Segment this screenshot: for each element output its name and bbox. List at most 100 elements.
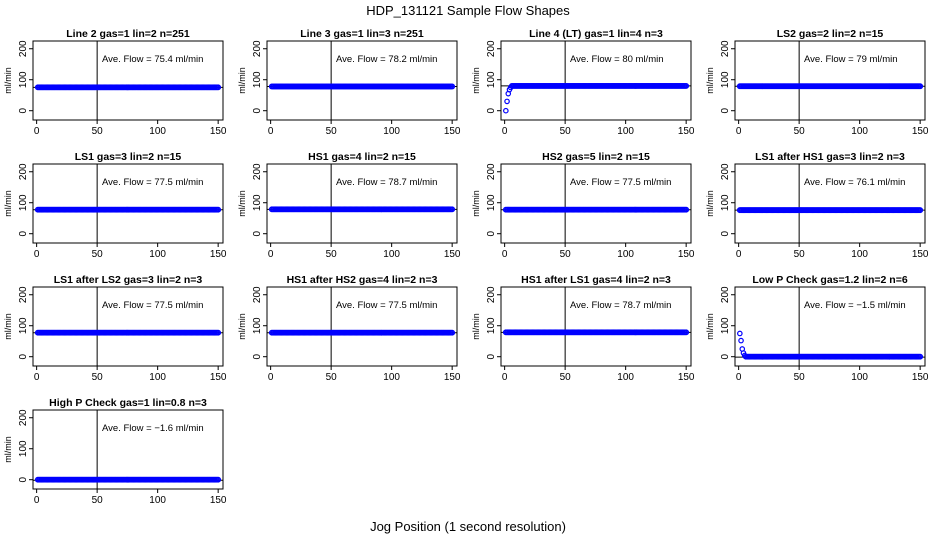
y-tick-label: 200 bbox=[18, 163, 29, 180]
panel-title: High P Check gas=1 lin=0.8 n=3 bbox=[49, 397, 207, 409]
x-tick-label: 50 bbox=[560, 249, 572, 260]
x-tick-label: 0 bbox=[268, 249, 274, 260]
panel-title: LS1 after LS2 gas=3 lin=2 n=3 bbox=[54, 274, 203, 286]
x-tick-label: 0 bbox=[34, 249, 40, 260]
y-tick-label: 0 bbox=[18, 353, 29, 359]
x-tick-label: 150 bbox=[444, 372, 461, 383]
x-tick-label: 0 bbox=[736, 372, 742, 383]
panel-title: LS1 gas=3 lin=2 n=15 bbox=[75, 151, 182, 163]
panel-title: HS1 after HS2 gas=4 lin=2 n=3 bbox=[287, 274, 438, 286]
x-tick-label: 100 bbox=[149, 126, 166, 137]
y-tick-label: 0 bbox=[252, 107, 263, 113]
panel-2: Line 3 gas=1 lin=3 n=251 0 50 100 150 0 100 200… bbox=[237, 28, 461, 137]
x-tick-label: 0 bbox=[736, 249, 742, 260]
data-point bbox=[738, 337, 744, 344]
panel-9: LS1 after LS2 gas=3 lin=2 n=3 0 50 100 150 0 1… bbox=[3, 274, 227, 383]
x-tick-label: 50 bbox=[794, 372, 806, 383]
panel-title: LS2 gas=2 lin=2 n=15 bbox=[777, 28, 884, 40]
plot-frame bbox=[500, 40, 692, 121]
y-tick-label: 0 bbox=[486, 230, 497, 236]
x-tick-label: 50 bbox=[560, 126, 572, 137]
panel-1: Line 2 gas=1 lin=2 n=251 0 50 100 150 0 100 200… bbox=[3, 28, 227, 137]
y-tick-label: 0 bbox=[252, 353, 263, 359]
panel-title: HS1 after LS1 gas=4 lin=2 n=3 bbox=[521, 274, 671, 286]
plot-frame bbox=[266, 40, 458, 121]
data-point bbox=[917, 207, 924, 214]
data-point bbox=[215, 329, 222, 336]
y-tick-label: 100 bbox=[18, 194, 29, 211]
y-tick-label: 200 bbox=[720, 163, 731, 180]
panel-title: Low P Check gas=1.2 lin=2 n=6 bbox=[752, 274, 907, 286]
panel-11: HS1 after LS1 gas=4 lin=2 n=3 0 50 100 150 0 1… bbox=[471, 274, 695, 383]
x-tick-label: 0 bbox=[268, 372, 274, 383]
panel-12: Low P Check gas=1.2 lin=2 n=6 0 50 100 150 0 1… bbox=[705, 274, 929, 383]
x-tick-label: 100 bbox=[149, 249, 166, 260]
y-tick-label: 0 bbox=[720, 230, 731, 236]
x-tick-label: 0 bbox=[502, 249, 508, 260]
y-tick-label: 200 bbox=[18, 409, 29, 426]
x-tick-label: 50 bbox=[92, 372, 104, 383]
y-axis-label: ml/min bbox=[471, 190, 481, 217]
y-tick-label: 200 bbox=[720, 286, 731, 303]
average-flow-annotation: Ave. Flow = 80 ml/min bbox=[570, 54, 664, 65]
average-flow-annotation: Ave. Flow = 77.5 ml/min bbox=[102, 177, 203, 188]
data-point bbox=[215, 206, 222, 213]
y-axis-label: ml/min bbox=[3, 190, 13, 217]
data-points bbox=[268, 83, 456, 90]
average-flow-annotation: Ave. Flow = 76.1 ml/min bbox=[804, 177, 905, 188]
y-tick-label: 200 bbox=[18, 286, 29, 303]
y-axis-label: ml/min bbox=[471, 313, 481, 340]
x-tick-label: 100 bbox=[617, 249, 634, 260]
x-tick-label: 100 bbox=[149, 372, 166, 383]
x-tick-label: 150 bbox=[678, 372, 695, 383]
data-points bbox=[34, 84, 222, 91]
x-tick-label: 100 bbox=[383, 126, 400, 137]
x-tick-label: 150 bbox=[678, 126, 695, 137]
panel-5: LS1 gas=3 lin=2 n=15 0 50 100 150 0 100 200 ml/m… bbox=[3, 151, 227, 260]
x-tick-label: 0 bbox=[736, 126, 742, 137]
y-axis-label: ml/min bbox=[705, 67, 715, 94]
y-tick-label: 0 bbox=[252, 230, 263, 236]
x-tick-label: 100 bbox=[617, 126, 634, 137]
average-flow-annotation: Ave. Flow = 78.7 ml/min bbox=[336, 177, 437, 188]
y-axis-label: ml/min bbox=[3, 436, 13, 463]
x-tick-label: 100 bbox=[383, 249, 400, 260]
average-flow-annotation: Ave. Flow = 77.5 ml/min bbox=[102, 300, 203, 311]
panel-4: LS2 gas=2 lin=2 n=15 0 50 100 150 0 100 200 ml/m… bbox=[705, 28, 929, 137]
x-tick-label: 150 bbox=[210, 372, 227, 383]
y-tick-label: 200 bbox=[486, 286, 497, 303]
data-point bbox=[215, 84, 222, 91]
y-tick-label: 100 bbox=[720, 317, 731, 334]
data-point bbox=[449, 206, 456, 213]
y-axis-label: ml/min bbox=[3, 67, 13, 94]
x-tick-label: 150 bbox=[444, 249, 461, 260]
y-tick-label: 200 bbox=[18, 40, 29, 57]
panel-10: HS1 after HS2 gas=4 lin=2 n=3 0 50 100 150 0 1… bbox=[237, 274, 461, 383]
panel-title: Line 3 gas=1 lin=3 n=251 bbox=[300, 28, 424, 40]
y-tick-label: 0 bbox=[720, 353, 731, 359]
average-flow-annotation: Ave. Flow = 77.5 ml/min bbox=[336, 300, 437, 311]
x-tick-label: 150 bbox=[210, 126, 227, 137]
x-tick-label: 100 bbox=[851, 372, 868, 383]
x-tick-label: 150 bbox=[210, 495, 227, 506]
y-axis-label: ml/min bbox=[705, 190, 715, 217]
y-tick-label: 0 bbox=[18, 476, 29, 482]
average-flow-annotation: Ave. Flow = 79 ml/min bbox=[804, 54, 898, 65]
x-tick-label: 0 bbox=[502, 372, 508, 383]
y-tick-label: 0 bbox=[486, 107, 497, 113]
plot-frame bbox=[32, 286, 224, 367]
average-flow-annotation: Ave. Flow = 78.7 ml/min bbox=[570, 300, 671, 311]
plot-frame bbox=[500, 163, 692, 244]
plot-frame bbox=[266, 163, 458, 244]
y-tick-label: 100 bbox=[720, 194, 731, 211]
x-tick-label: 150 bbox=[678, 249, 695, 260]
panel-title: LS1 after HS1 gas=3 lin=2 n=3 bbox=[755, 151, 905, 163]
data-point bbox=[737, 330, 743, 337]
data-points bbox=[502, 206, 690, 213]
x-tick-label: 100 bbox=[851, 126, 868, 137]
y-tick-label: 100 bbox=[18, 440, 29, 457]
panel-title: HS2 gas=5 lin=2 n=15 bbox=[542, 151, 650, 163]
y-tick-label: 0 bbox=[18, 107, 29, 113]
y-tick-label: 200 bbox=[252, 40, 263, 57]
